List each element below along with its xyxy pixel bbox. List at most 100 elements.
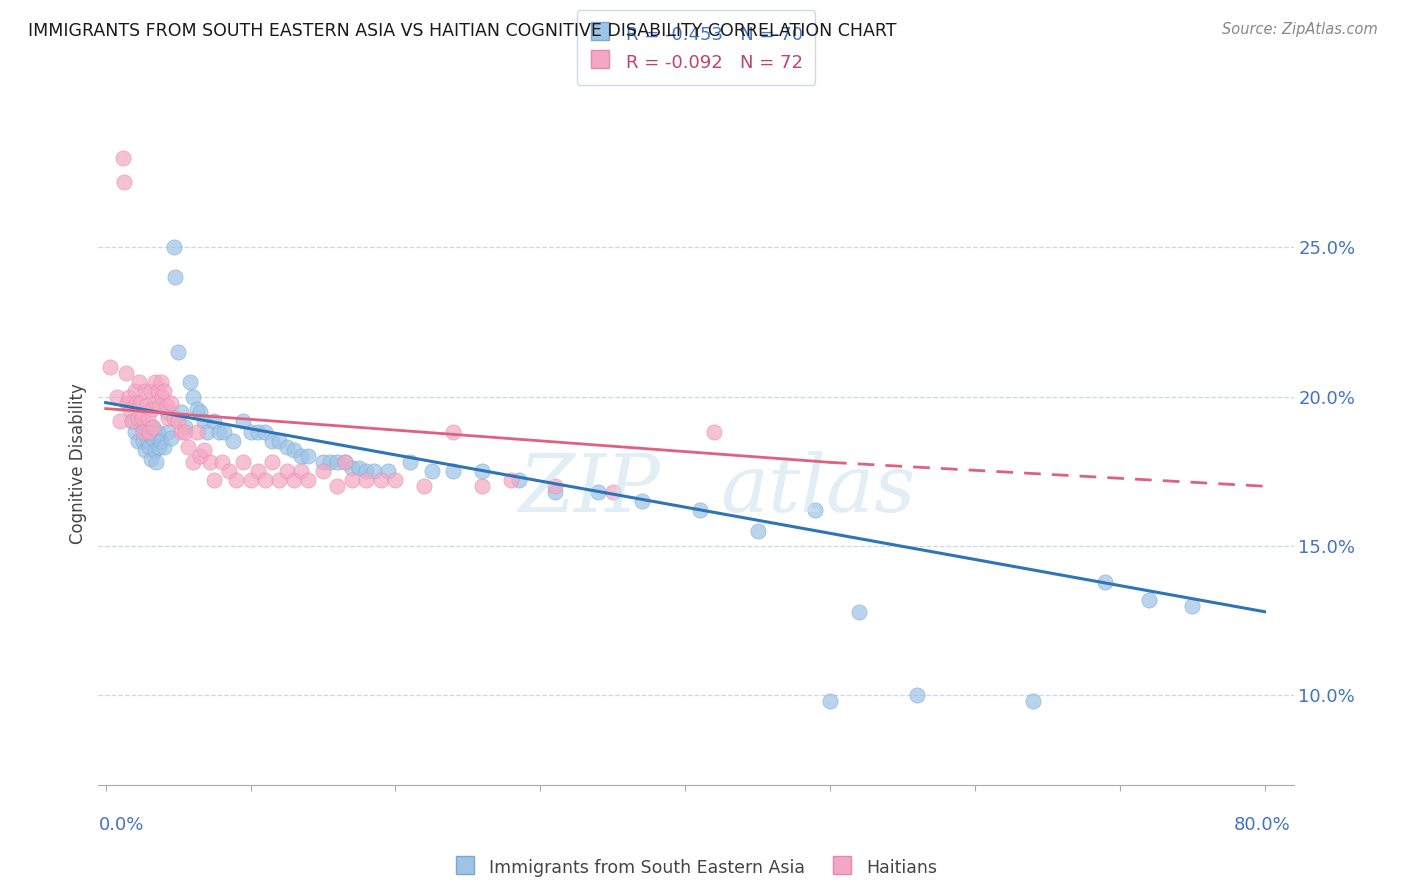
Point: [471, 464, 494, 478]
Point: [132, 434, 155, 449]
Point: [377, 464, 399, 478]
Point: [150, 390, 173, 404]
Point: [1094, 574, 1116, 589]
Point: [105, 390, 128, 404]
Text: ZIP: ZIP: [519, 450, 661, 528]
Point: [188, 404, 211, 418]
Point: [136, 410, 159, 425]
Point: [138, 441, 160, 455]
Point: [319, 455, 342, 469]
Point: [165, 270, 187, 285]
Point: [544, 485, 567, 500]
Point: [269, 473, 291, 487]
Point: [124, 384, 146, 398]
Point: [138, 425, 160, 440]
Point: [441, 464, 464, 478]
Point: [146, 384, 169, 398]
Point: [174, 419, 197, 434]
Point: [148, 441, 170, 455]
Point: [290, 450, 312, 464]
Point: [195, 425, 218, 440]
Point: [239, 425, 262, 440]
Point: [262, 455, 284, 469]
Point: [333, 455, 356, 469]
Point: [135, 399, 157, 413]
Point: [262, 434, 284, 449]
Point: [129, 395, 152, 409]
Point: [134, 384, 156, 398]
Point: [134, 443, 156, 458]
Point: [333, 455, 356, 469]
Point: [127, 410, 149, 425]
Point: [142, 432, 165, 446]
Point: [297, 473, 319, 487]
Point: [848, 605, 870, 619]
Point: [340, 461, 363, 475]
Point: [127, 434, 149, 449]
Point: [170, 404, 193, 418]
Point: [586, 485, 609, 500]
Point: [131, 410, 153, 425]
Point: [145, 455, 167, 469]
Point: [283, 473, 305, 487]
Point: [370, 473, 392, 487]
Point: [128, 375, 150, 389]
Point: [156, 425, 179, 440]
Point: [143, 443, 166, 458]
Point: [276, 441, 298, 455]
Text: atlas: atlas: [720, 450, 915, 528]
Point: [363, 464, 385, 478]
Point: [441, 425, 464, 440]
Point: [1181, 599, 1204, 613]
Point: [544, 479, 567, 493]
Point: [181, 455, 204, 469]
Point: [120, 401, 142, 416]
Point: [276, 464, 298, 478]
Point: [347, 461, 370, 475]
Point: [131, 419, 153, 434]
Point: [630, 494, 652, 508]
Point: [167, 413, 190, 427]
Point: [118, 390, 141, 404]
Point: [326, 455, 349, 469]
Point: [356, 473, 378, 487]
Point: [202, 413, 225, 427]
Point: [148, 399, 170, 413]
Point: [170, 425, 193, 440]
Point: [225, 473, 247, 487]
Point: [905, 689, 928, 703]
Point: [253, 473, 276, 487]
Text: IMMIGRANTS FROM SOUTH EASTERN ASIA VS HAITIAN COGNITIVE DISABILITY CORRELATION C: IMMIGRANTS FROM SOUTH EASTERN ASIA VS HA…: [28, 22, 897, 40]
Point: [149, 375, 172, 389]
Point: [413, 479, 436, 493]
Point: [211, 455, 233, 469]
Point: [188, 450, 211, 464]
Point: [1137, 592, 1160, 607]
Point: [246, 425, 269, 440]
Point: [163, 240, 186, 254]
Point: [420, 464, 443, 478]
Point: [160, 432, 183, 446]
Point: [146, 425, 169, 440]
Point: [143, 375, 166, 389]
Point: [340, 473, 363, 487]
Point: [239, 473, 262, 487]
Point: [326, 479, 349, 493]
Point: [218, 464, 240, 478]
Point: [508, 473, 530, 487]
Point: [117, 395, 139, 409]
Point: [384, 473, 406, 487]
Point: [689, 503, 711, 517]
Point: [818, 694, 841, 708]
Point: [193, 413, 215, 427]
Point: [186, 425, 208, 440]
Point: [145, 395, 167, 409]
Point: [269, 434, 291, 449]
Point: [156, 410, 179, 425]
Point: [160, 395, 183, 409]
Point: [283, 443, 305, 458]
Point: [356, 464, 378, 478]
Point: [98, 359, 121, 374]
Point: [136, 434, 159, 449]
Point: [297, 450, 319, 464]
